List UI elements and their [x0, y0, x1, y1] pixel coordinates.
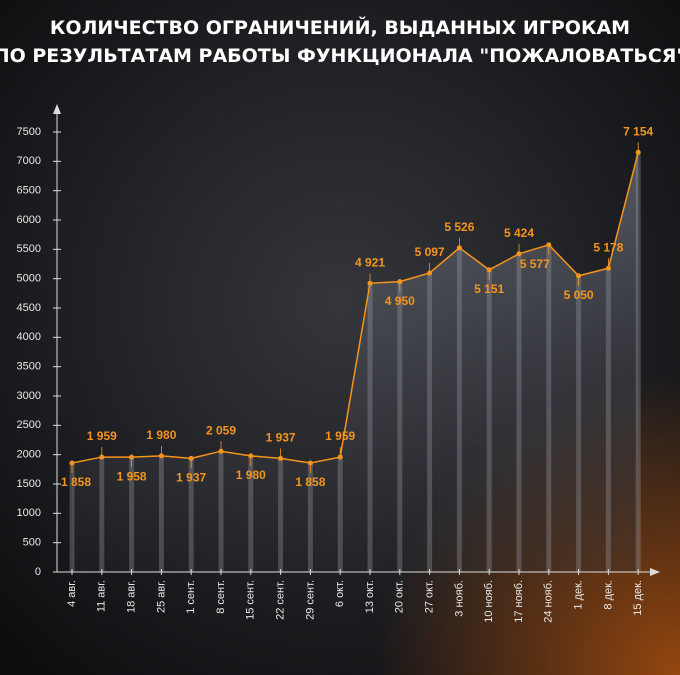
- x-tick-label: 11 авг.: [96, 580, 108, 612]
- y-tick-label: 2000: [17, 449, 41, 461]
- x-tick-label: 24 нояб.: [543, 580, 555, 623]
- y-axis-arrow: [53, 104, 61, 114]
- value-label: 5 151: [474, 282, 504, 296]
- value-label: 1 959: [87, 429, 117, 443]
- y-tick-label: 500: [23, 537, 41, 549]
- y-tick-label: 2500: [17, 419, 41, 431]
- x-tick-label: 29 сент.: [304, 580, 316, 620]
- value-label: 4 950: [385, 294, 415, 308]
- y-tick-label: 5500: [17, 243, 41, 255]
- y-tick-label: 3500: [17, 361, 41, 373]
- x-tick-label: 25 авг.: [155, 580, 167, 613]
- x-tick-label: 13 окт.: [364, 580, 376, 613]
- area: [72, 152, 639, 573]
- x-tick-label: 18 авг.: [126, 580, 138, 613]
- y-tick-label: 7500: [17, 126, 41, 138]
- value-label: 1 937: [266, 431, 296, 445]
- x-tick-label: 1 сент.: [185, 580, 197, 614]
- value-label: 2 059: [206, 423, 236, 437]
- y-tick-label: 6000: [17, 214, 41, 226]
- x-tick-label: 6 окт.: [334, 580, 346, 607]
- value-label: 1 937: [176, 471, 206, 485]
- x-tick-label: 8 сент.: [215, 580, 227, 614]
- value-label: 4 921: [355, 255, 385, 269]
- y-tick-label: 1000: [17, 507, 41, 519]
- value-label: 1 980: [236, 468, 266, 482]
- value-label: 1 959: [325, 429, 355, 443]
- y-tick-label: 0: [35, 566, 41, 578]
- value-label: 7 154: [623, 124, 653, 138]
- line: [71, 152, 639, 464]
- value-label: 5 424: [504, 226, 534, 240]
- value-label: 5 577: [520, 257, 550, 271]
- y-tick-label: 1500: [17, 478, 41, 490]
- x-tick-label: 15 сент.: [245, 580, 257, 620]
- value-label: 5 178: [593, 240, 623, 254]
- value-label: 1 858: [295, 475, 325, 489]
- chart-title: ПО РЕЗУЛЬТАТАМ РАБОТЫ ФУНКЦИОНАЛА "ПОЖАЛ…: [0, 45, 680, 67]
- value-label: 1 958: [117, 469, 147, 483]
- x-axis-arrow: [650, 568, 660, 576]
- y-tick-label: 3000: [17, 390, 41, 402]
- x-tick-label: 22 сент.: [275, 580, 287, 620]
- value-label: 1 858: [61, 475, 91, 489]
- y-tick-label: 4500: [17, 302, 41, 314]
- y-tick-label: 7000: [17, 155, 41, 167]
- x-tick-label: 20 окт.: [394, 580, 406, 613]
- x-tick-label: 10 нояб.: [483, 580, 495, 623]
- y-tick-label: 5000: [17, 273, 41, 285]
- x-tick-label: 3 нояб.: [453, 580, 465, 617]
- value-label: 5 050: [564, 288, 594, 302]
- x-tick-label: 17 нояб.: [513, 580, 525, 623]
- x-tick-label: 4 авг.: [66, 580, 78, 607]
- value-label: 1 980: [146, 428, 176, 442]
- y-tick-label: 4000: [17, 331, 41, 343]
- x-tick-label: 8 дек.: [602, 580, 614, 610]
- value-label: 5 097: [415, 245, 445, 259]
- x-tick-label: 1 дек.: [573, 580, 585, 610]
- value-label: 5 526: [444, 220, 474, 234]
- y-tick-label: 6500: [17, 185, 41, 197]
- x-tick-label: 27 окт.: [424, 580, 436, 613]
- x-tick-label: 15 дек.: [632, 580, 644, 616]
- chart-title: КОЛИЧЕСТВО ОГРАНИЧЕНИЙ, ВЫДАННЫХ ИГРОКАМ: [50, 16, 630, 39]
